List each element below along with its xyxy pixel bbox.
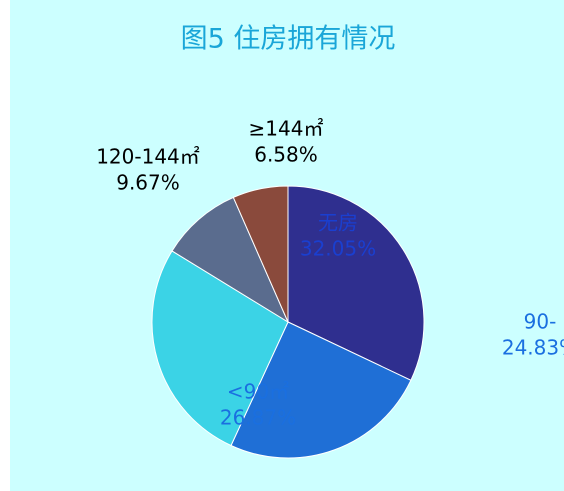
slice-value-label: 26.87% xyxy=(220,406,296,430)
pie-slice xyxy=(230,321,412,459)
pie-slice xyxy=(171,196,290,324)
slice-value-label: 32.05% xyxy=(300,237,376,261)
slice-value-label: 9.67% xyxy=(116,171,180,195)
slice-label: 120-144㎡ xyxy=(96,145,200,169)
slice-label: 90- xyxy=(524,310,557,334)
slice-label: ≥144㎡ xyxy=(249,117,324,141)
slice-value-label: 24.83% xyxy=(502,336,564,360)
pie-slice xyxy=(151,250,289,447)
slice-label: <90㎡ xyxy=(227,380,289,404)
slice-value-label: 6.58% xyxy=(254,143,318,167)
chart-title: 图5 住房拥有情况 xyxy=(181,24,396,55)
slice-label: 无房 xyxy=(318,211,358,235)
pie-slice xyxy=(287,185,425,381)
pie-slice xyxy=(232,185,289,323)
